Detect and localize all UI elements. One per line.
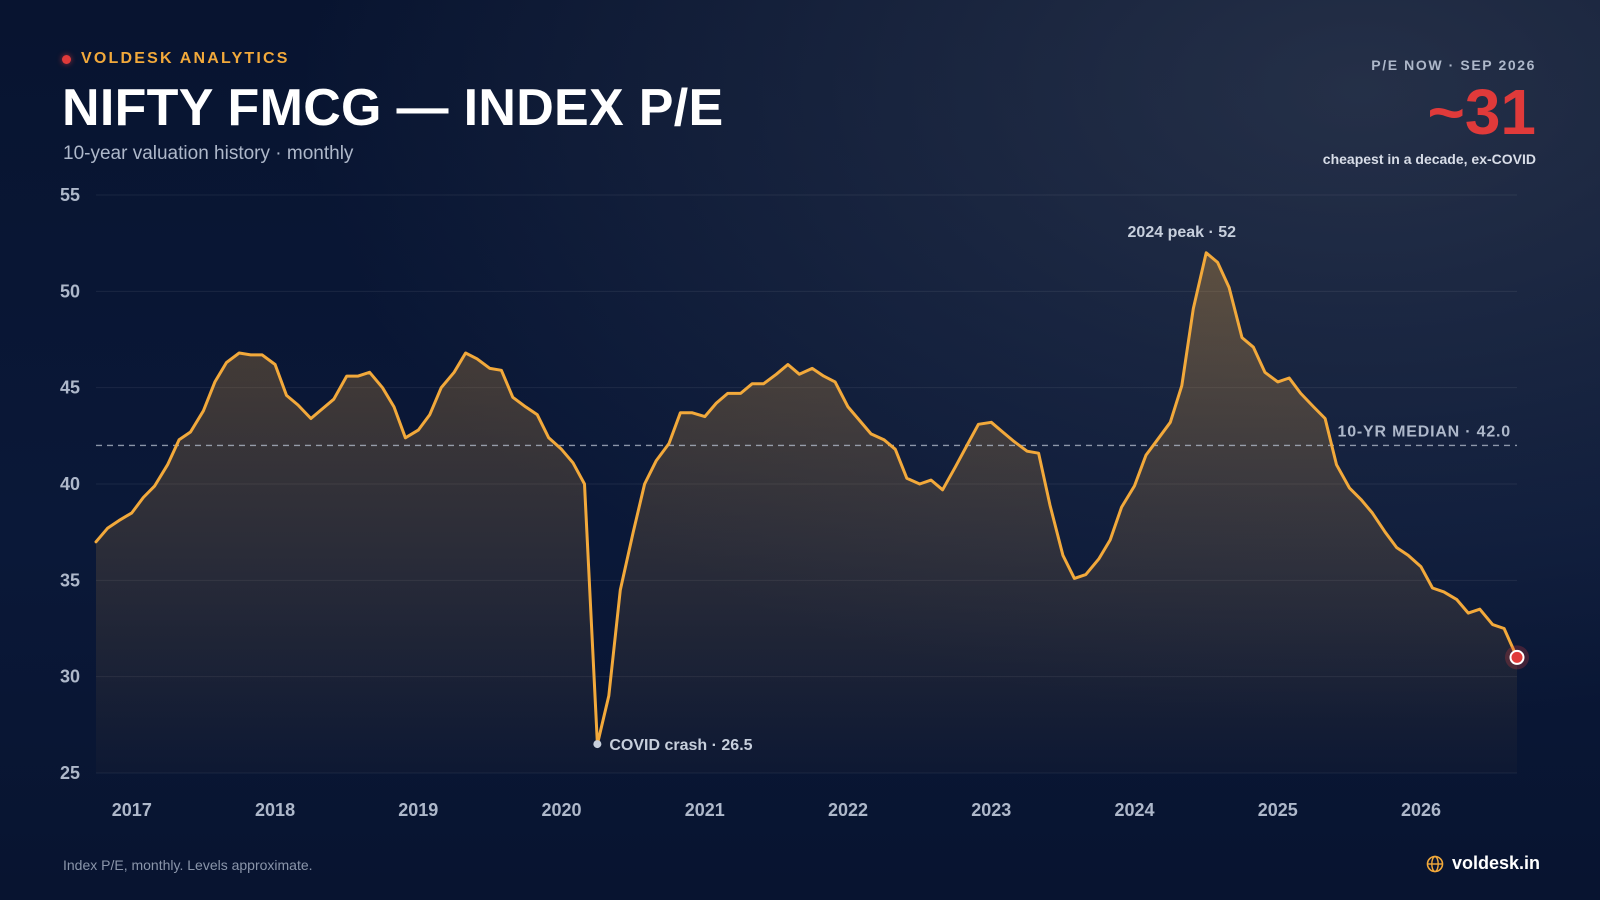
y-tick-label: 50 [60,281,80,301]
brand-dot-icon [62,54,71,64]
y-tick-label: 30 [60,667,80,687]
kpi-note: cheapest in a decade, ex-COVID [1322,151,1536,167]
x-tick-label: 2019 [398,800,438,820]
x-tick-label: 2025 [1258,800,1298,820]
brand: VOLDESK ANALYTICS [62,50,290,68]
median-label: 10-YR MEDIAN · 42.0 [1338,423,1511,440]
x-tick-label: 2018 [255,800,295,820]
pe-area [96,252,1517,774]
site-link[interactable]: voldesk.in [1426,853,1540,874]
y-tick-label: 35 [60,570,80,590]
kpi-value: ~31 [1427,76,1536,148]
y-tick-label: 55 [60,185,80,205]
x-tick-label: 2023 [971,800,1011,820]
x-tick-label: 2026 [1401,800,1441,820]
x-axis: 2017 2018 2019 2020 2021 2022 2023 2024 2025 2026 [112,800,1441,820]
peak-annotation: 2024 peak · 52 [1128,224,1237,241]
x-tick-label: 2020 [542,800,582,820]
x-tick-label: 2024 [1115,800,1155,820]
y-tick-label: 25 [60,763,80,783]
kpi-panel: P/E NOW · SEP 2026 ~31 cheapest in a dec… [1323,57,1536,167]
page-title: NIFTY FMCG — INDEX P/E [62,79,724,137]
covid-low-marker [593,740,602,749]
y-axis: 55 50 45 40 35 30 25 [60,185,80,783]
median-reference: 10-YR MEDIAN · 42.0 [96,423,1517,447]
brand-name: VOLDESK ANALYTICS [81,50,290,67]
site-label: voldesk.in [1451,853,1540,873]
current-point-marker [1509,649,1525,665]
covid-annotation: COVID crash · 26.5 [609,737,752,754]
y-tick-label: 40 [60,474,80,494]
pe-line [94,251,1519,746]
globe-icon [1426,855,1444,873]
footnote: Index P/E, monthly. Levels approximate. [63,857,313,873]
x-tick-label: 2017 [112,800,152,820]
x-tick-label: 2021 [685,800,725,820]
x-tick-label: 2022 [828,800,868,820]
page-subtitle: 10-year valuation history · monthly [63,143,354,164]
y-tick-label: 45 [60,378,80,398]
kpi-label: P/E NOW · SEP 2026 [1371,57,1536,73]
annotations: 2024 peak · 52 COVID crash · 26.5 [593,224,1236,754]
